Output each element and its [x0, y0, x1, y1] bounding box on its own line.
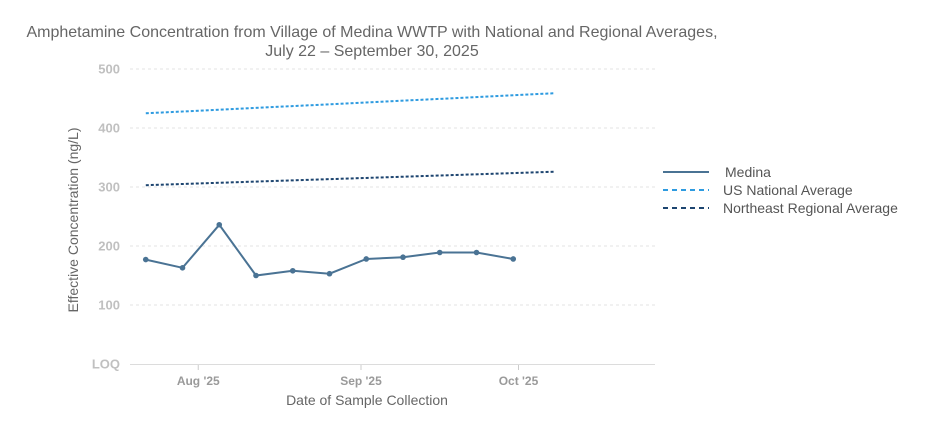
legend-label: US National Average — [723, 182, 853, 198]
chart-title-line-2: July 22 – September 30, 2025 — [265, 43, 479, 60]
y-tick-label: 400 — [98, 121, 120, 136]
series-group — [142, 92, 556, 279]
data-point — [510, 256, 517, 262]
data-point — [400, 254, 406, 261]
y-tick-label: LOQ — [92, 357, 120, 372]
x-tick-label: Aug '25 — [177, 374, 220, 388]
y-tick-label: 300 — [98, 180, 120, 195]
data-point — [436, 249, 443, 256]
y-axis-label: Effective Concentration (ng/L) — [65, 128, 81, 313]
y-tick-label: 200 — [98, 239, 120, 254]
y-axis-ticks: LOQ 100 200 300 400 500 — [92, 62, 120, 372]
data-point — [473, 249, 480, 256]
y-tick-label: 500 — [98, 62, 120, 77]
x-axis-label: Date of Sample Collection — [286, 392, 448, 408]
data-point — [326, 270, 333, 277]
data-point — [289, 267, 296, 274]
legend: Medina US National Average Northeast Regio… — [663, 164, 898, 216]
series-line-us-national-average — [145, 92, 556, 115]
grid — [130, 68, 655, 306]
data-point — [142, 256, 149, 263]
legend-label: Northeast Regional Average — [723, 200, 898, 216]
x-tick-label: Oct '25 — [499, 374, 539, 388]
x-axis-ticks: Aug '25 Sep '25 Oct '25 — [177, 364, 539, 388]
legend-label: Medina — [725, 164, 771, 180]
data-point — [363, 256, 370, 262]
x-tick-label: Sep '25 — [340, 374, 382, 388]
series-line-medina — [145, 223, 514, 277]
data-point — [216, 221, 223, 228]
y-tick-label: 100 — [98, 298, 120, 313]
series-line-northeast-regional-average — [145, 170, 556, 187]
chart-title-line-1: Amphetamine Concentration from Village o… — [26, 24, 717, 41]
data-point — [179, 265, 186, 271]
data-point — [253, 272, 259, 279]
